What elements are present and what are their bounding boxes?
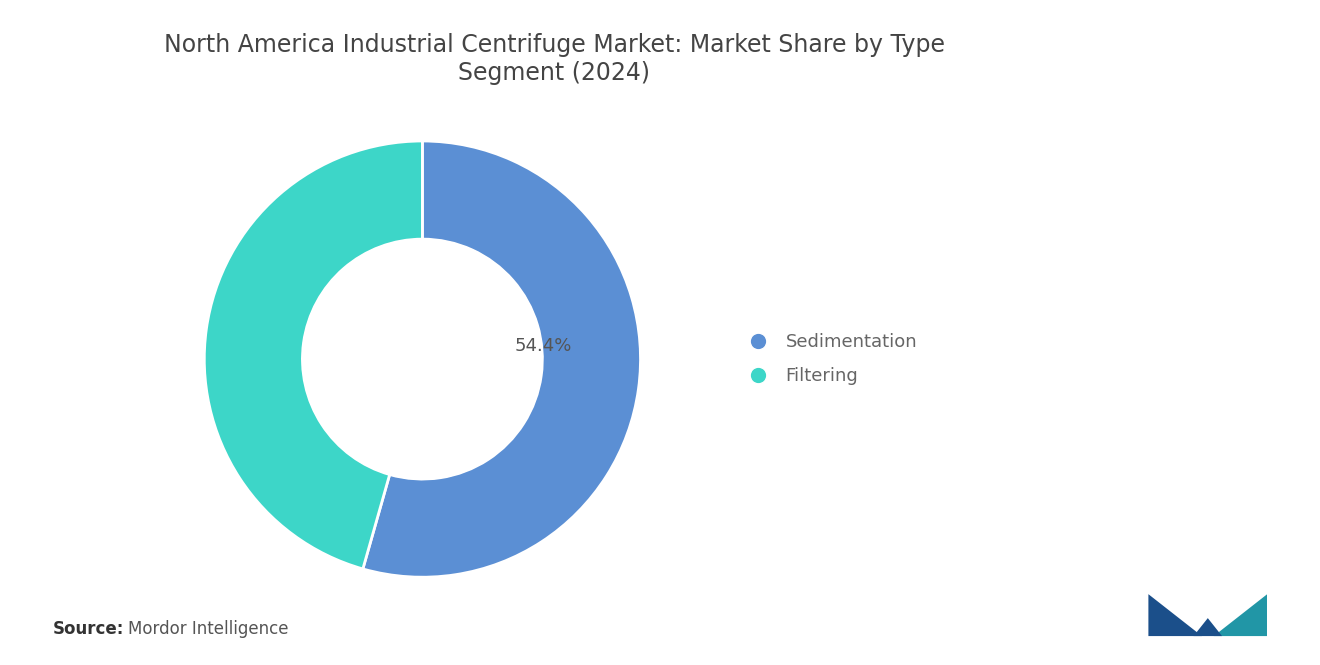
- Wedge shape: [363, 141, 640, 577]
- Polygon shape: [1193, 618, 1222, 636]
- Wedge shape: [205, 141, 422, 569]
- Polygon shape: [1214, 595, 1267, 636]
- Polygon shape: [1148, 595, 1203, 636]
- Text: Source:: Source:: [53, 620, 124, 638]
- Circle shape: [302, 239, 543, 479]
- Legend: Sedimentation, Filtering: Sedimentation, Filtering: [731, 324, 927, 394]
- Text: North America Industrial Centrifuge Market: Market Share by Type
Segment (2024): North America Industrial Centrifuge Mark…: [164, 33, 945, 85]
- Text: 54.4%: 54.4%: [515, 337, 572, 355]
- Text: Mordor Intelligence: Mordor Intelligence: [128, 620, 289, 638]
